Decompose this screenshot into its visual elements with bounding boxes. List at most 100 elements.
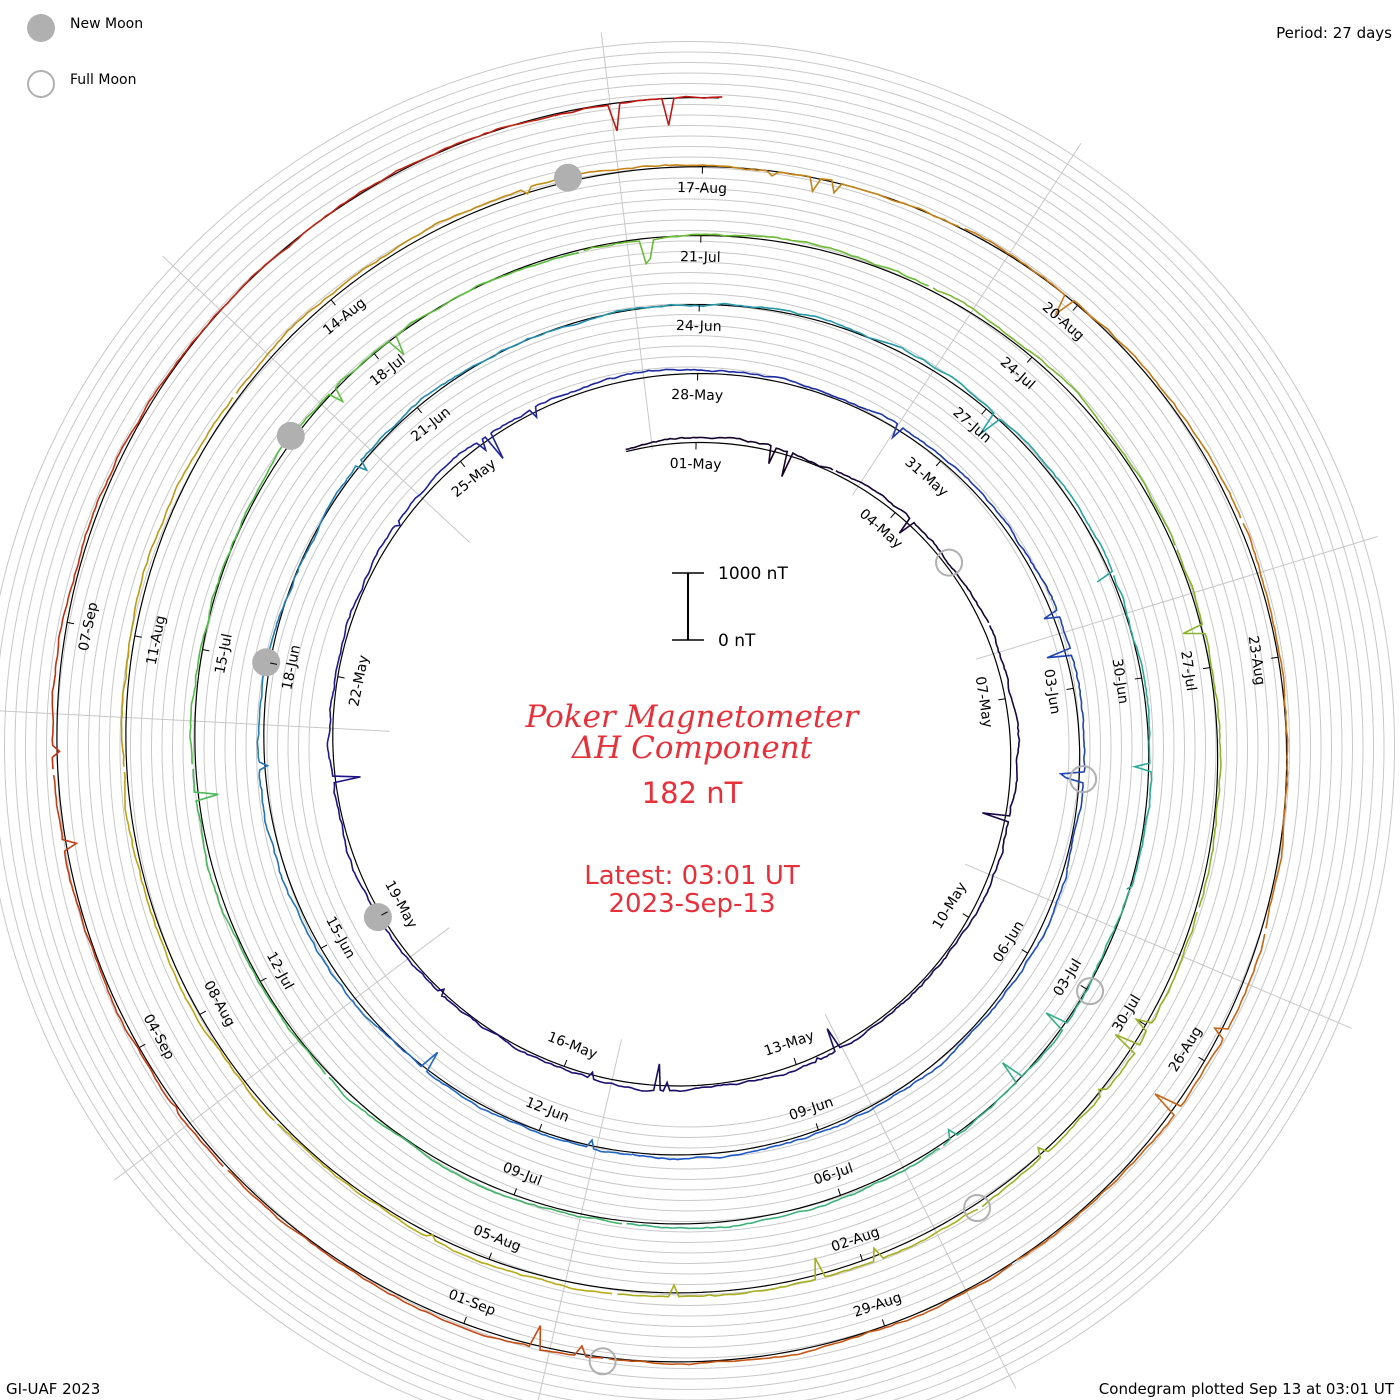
- series-segment: [183, 114, 555, 354]
- full-moon-marker: [1069, 765, 1098, 794]
- date-label: 05-Aug: [471, 1222, 523, 1255]
- date-label: 18-Jul: [367, 352, 409, 390]
- date-label: 01-May: [669, 456, 721, 473]
- date-label: 04-Sep: [140, 1012, 178, 1063]
- series-segment: [345, 316, 598, 480]
- series-segment: [51, 352, 185, 770]
- date-label: 25-May: [449, 456, 499, 501]
- series-segment: [610, 368, 869, 411]
- reference-spoke: [964, 863, 1352, 1029]
- footer-plot-info: Condegram plotted Sep 13 at 03:01 UT: [1098, 1380, 1394, 1398]
- series-segment: [597, 302, 902, 349]
- series-segment: [567, 164, 960, 228]
- series-segment: [328, 1076, 623, 1225]
- series-segment: [903, 869, 1068, 1092]
- reference-ring: [88, 146, 1290, 1348]
- reference-ring: [172, 230, 1206, 1264]
- date-label: 14-Aug: [320, 295, 369, 339]
- date-tick: [67, 621, 75, 625]
- period-label: Period: 27 days: [1276, 24, 1392, 42]
- series-segment: [583, 233, 929, 287]
- reference-ring: [0, 41, 1395, 1400]
- date-tick: [563, 1059, 568, 1067]
- date-tick: [416, 407, 423, 414]
- reference-ring: [119, 177, 1259, 1317]
- date-tick: [1271, 656, 1279, 659]
- reference-ring: [161, 219, 1217, 1275]
- date-label: 21-Jul: [680, 249, 721, 266]
- series-segment: [1016, 933, 1266, 1262]
- date-label: 09-Jun: [787, 1094, 835, 1124]
- series-segment: [901, 346, 1114, 583]
- reference-ring: [266, 324, 1112, 1170]
- reference-spoke: [113, 927, 450, 1181]
- series-segment: [192, 768, 327, 1075]
- date-tick: [935, 460, 942, 467]
- reference-spokes: [0, 32, 1378, 1400]
- date-tick: [815, 1123, 819, 1131]
- moon-markers: [252, 163, 1105, 1376]
- date-tick: [859, 1253, 864, 1261]
- date-label: 16-May: [545, 1029, 599, 1063]
- date-tick: [1026, 356, 1033, 363]
- full-moon-marker: [963, 1194, 992, 1223]
- latest-date: 2023-Sep-13: [608, 889, 775, 919]
- reference-ring: [256, 314, 1122, 1180]
- series-segment: [1176, 549, 1222, 908]
- footer-credit: GI-UAF 2023: [6, 1380, 101, 1398]
- date-label: 17-Aug: [677, 180, 727, 197]
- date-tick: [962, 913, 970, 918]
- series-segment: [235, 176, 563, 394]
- date-tick: [1139, 1020, 1146, 1026]
- series-segment: [277, 1123, 613, 1295]
- chart-title-line1: Poker Magnetometer: [525, 699, 861, 735]
- full-moon-marker: [935, 548, 964, 577]
- new-moon-marker: [252, 648, 281, 677]
- date-label: 24-Jun: [676, 318, 722, 335]
- series-segment: [932, 287, 1176, 546]
- series-segment: [398, 377, 611, 521]
- date-tick: [538, 1123, 543, 1131]
- date-label: 27-Jul: [1177, 650, 1199, 693]
- reference-ring: [287, 345, 1091, 1149]
- data-series: [51, 95, 1289, 1366]
- series-segment: [123, 771, 275, 1122]
- date-label: 03-Jun: [1040, 668, 1063, 715]
- date-label: 27-Jun: [949, 404, 994, 446]
- date-tick: [337, 676, 345, 679]
- date-label: 29-Aug: [851, 1290, 903, 1321]
- date-label: 22-May: [346, 654, 372, 708]
- date-label: 15-Jun: [322, 914, 358, 962]
- date-tick: [373, 353, 379, 360]
- reference-spoke: [537, 1039, 623, 1400]
- date-label: 31-May: [902, 454, 951, 500]
- full-moon-legend-label: Full Moon: [70, 72, 136, 88]
- reference-ring: [308, 366, 1070, 1128]
- series-segment: [120, 396, 234, 767]
- reference-ring: [140, 198, 1238, 1296]
- new-moon-marker: [363, 903, 392, 932]
- series-segment: [631, 1089, 904, 1161]
- date-label: 08-Aug: [200, 978, 238, 1029]
- date-tick: [1198, 1056, 1205, 1062]
- series-segment: [377, 1026, 632, 1156]
- date-label: 28-May: [671, 387, 723, 404]
- date-label: 21-Jun: [408, 404, 454, 445]
- full-moon-legend-icon: [27, 70, 55, 98]
- reference-ring: [77, 135, 1301, 1359]
- reference-ring: [0, 51, 1385, 1400]
- date-label: 15-Jul: [212, 632, 236, 675]
- series-segment: [835, 470, 990, 624]
- date-tick: [463, 1316, 467, 1324]
- date-tick: [134, 635, 142, 638]
- series-segment: [626, 1147, 941, 1230]
- series-segment: [868, 409, 1054, 601]
- reference-ring: [109, 167, 1269, 1327]
- scale-top-label: 1000 nT: [718, 564, 788, 584]
- new-moon-marker: [276, 421, 305, 450]
- series-segment: [964, 227, 1242, 519]
- scale-bottom-label: 0 nT: [718, 631, 756, 651]
- series-segment: [866, 849, 1004, 1032]
- series-segment: [640, 1028, 868, 1093]
- series-segment: [326, 519, 401, 760]
